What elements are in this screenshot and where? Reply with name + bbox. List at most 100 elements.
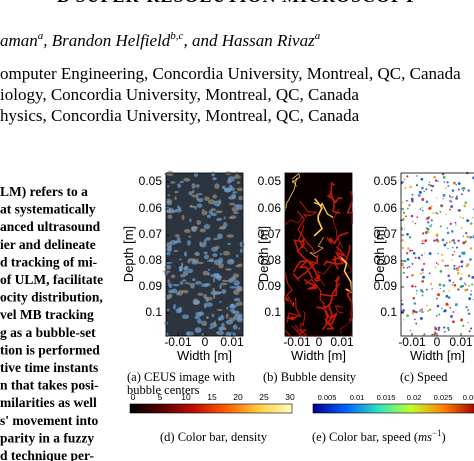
speckle (191, 226, 195, 232)
colorbar-tick-label: 5 (158, 392, 163, 402)
speckle (206, 316, 209, 320)
speckle (236, 181, 241, 184)
speckle (195, 311, 203, 317)
speed-dot (418, 190, 422, 194)
speed-dot (448, 195, 451, 197)
vessel (306, 258, 321, 283)
speed-dot (403, 319, 405, 321)
vessel (325, 297, 338, 325)
speed-dot (439, 210, 442, 213)
speckle (207, 268, 210, 272)
speed-dot (457, 188, 460, 191)
y-tick-label: 0.06 (139, 201, 163, 215)
speed-dot (422, 271, 424, 273)
speckle (196, 203, 203, 208)
speckle (192, 278, 196, 282)
y-tick-label: 0.09 (374, 279, 398, 293)
speed-dot (442, 198, 444, 200)
speckle (236, 187, 244, 192)
speed-dot (423, 262, 426, 266)
speed-dot (412, 220, 414, 223)
speed-dot (408, 203, 411, 207)
speckle (207, 199, 216, 205)
speed-dot (420, 308, 423, 311)
speed-dot (459, 285, 463, 289)
speed-dot (449, 200, 453, 203)
speckle (191, 260, 199, 265)
speed-dot (433, 333, 436, 336)
speed-dot (417, 256, 421, 260)
speed-dot (421, 242, 424, 245)
speckle (166, 200, 173, 206)
speed-dot (415, 184, 418, 187)
vessel (309, 236, 324, 259)
speed-dot (443, 310, 446, 313)
speed-dot (428, 252, 432, 255)
speckle (224, 188, 232, 193)
speckle (177, 183, 181, 189)
y-tick-label: 0.05 (139, 174, 163, 188)
speed-dot (418, 309, 422, 312)
speed-dot (408, 265, 411, 268)
speckle (217, 233, 223, 240)
speed-dot (447, 247, 449, 250)
speckle (194, 252, 198, 255)
speckle (199, 242, 207, 248)
speed-dot (430, 223, 433, 226)
x-axis-label: Width [m] (410, 348, 465, 363)
speckle (178, 306, 183, 313)
figure-caption: (b) Bubble density (263, 370, 357, 384)
speed-dot (419, 259, 421, 261)
speckle (184, 282, 190, 285)
speed-dot (445, 302, 449, 306)
speckle (232, 273, 239, 279)
body-line: vel MB tracking (0, 307, 94, 322)
body-line: at systematically (0, 202, 96, 217)
speed-dot (420, 186, 424, 190)
speckle (170, 181, 176, 184)
body-line: g as a bubble-set (0, 325, 96, 340)
speed-dot (452, 311, 455, 313)
body-line: s' movement into (0, 413, 98, 428)
body-line: of ULM, facilitate (0, 272, 103, 287)
speed-dot (404, 187, 407, 190)
speed-dot (449, 307, 452, 309)
speed-dot (411, 312, 415, 315)
body-line: LM) refers to a (0, 184, 88, 199)
x-tick-label: -0.01 (398, 335, 426, 349)
speckle (187, 239, 191, 246)
speed-dot (409, 330, 412, 332)
vessel (296, 210, 317, 255)
speckle (221, 289, 227, 294)
x-tick-label: -0.01 (283, 335, 311, 349)
vessel (332, 209, 344, 249)
speckle (207, 272, 210, 276)
vessel (284, 271, 295, 307)
speckle (176, 237, 181, 241)
speckle (227, 279, 234, 283)
speed-dot (464, 288, 467, 292)
x-tick-label: 0 (202, 335, 209, 349)
speed-dot (423, 242, 425, 245)
speed-dot (426, 216, 430, 220)
speed-dot (422, 232, 425, 235)
speckle (191, 194, 199, 198)
speed-dot (446, 181, 449, 184)
panel-image (284, 172, 353, 338)
speed-dot (421, 209, 424, 212)
speed-dot (442, 175, 446, 179)
speed-dot (439, 225, 442, 228)
speckle (181, 214, 185, 220)
speckle (170, 274, 176, 279)
speed-dot (462, 235, 465, 237)
speed-dot (409, 249, 412, 252)
speed-dot (434, 327, 438, 331)
speed-dot (411, 199, 414, 203)
y-tick-label: 0.07 (258, 227, 282, 241)
vessel (305, 278, 326, 305)
speed-dot (403, 259, 407, 263)
y-tick-label: 0.1 (145, 305, 162, 319)
speed-dot (435, 212, 438, 214)
speckle (212, 253, 218, 258)
